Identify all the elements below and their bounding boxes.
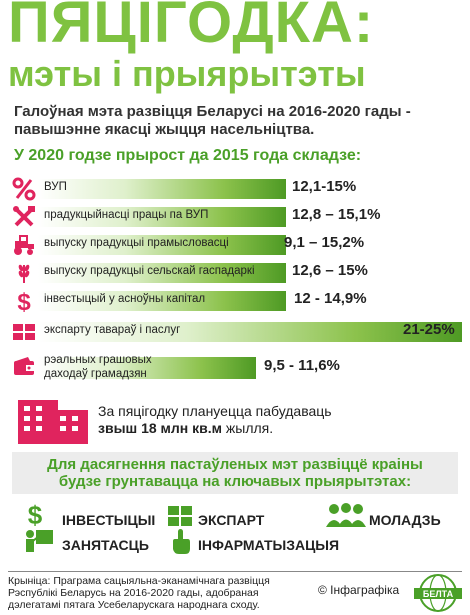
svg-text:$: $ (17, 289, 31, 313)
svg-text:$: $ (28, 501, 43, 527)
containers-icon (168, 506, 192, 526)
growth-value: 9,5 - 11,6% (264, 357, 340, 374)
growth-bar (38, 235, 286, 255)
hand-pointer-icon (173, 529, 190, 554)
priority-informatization: ІНФАРМАТЫЗАЦЫЯ (198, 537, 340, 553)
growth-bar (38, 357, 256, 379)
growth-row-gdp: ВУП 12,1-15% (12, 175, 462, 203)
growth-label-multiline: рэальных грашовых даходаў грамадзян (44, 354, 152, 380)
tools-icon (13, 206, 35, 227)
growth-label: выпуску прадукцыі прамысловасці (44, 237, 229, 249)
buildings-icon (18, 400, 88, 444)
growth-row-export: экспарту тавараў і паслуг 21-25% (12, 318, 462, 346)
growth-row-investment: $ інвестыцый у асноўны капітал 12 - 14,9… (12, 287, 462, 315)
growth-row-productivity: прадукцыйнасці працы па ВУП 12,8 – 15,1% (12, 203, 462, 231)
dollar-icon: $ (28, 501, 43, 527)
percent-icon (12, 177, 36, 201)
dollar-icon: $ (17, 289, 31, 313)
growth-bar (38, 207, 286, 227)
people-icon (326, 503, 366, 527)
growth-value: 12,1-15% (292, 178, 357, 195)
priorities-heading: Для дасягнення пастаўленых мэт развіццё … (47, 456, 423, 490)
housing-text: За пяцігодку плануецца пабудаваць звыш 1… (98, 403, 332, 436)
growth-row-industry: выпуску прадукцыі прамысловасці 9,1 – 15… (12, 231, 462, 259)
growth-bar (38, 322, 462, 342)
priority-export: ЭКСПАРТ (198, 512, 265, 528)
growth-bar (38, 291, 286, 311)
belta-logo (414, 574, 462, 612)
growth-bar (38, 179, 286, 199)
growth-value: 12,8 – 15,1% (292, 206, 381, 223)
infographic-credit: © Інфаграфіка (318, 583, 400, 597)
growth-label: ВУП (44, 181, 67, 193)
tractor-icon (14, 235, 34, 255)
growth-row-agriculture: выпуску прадукцыі сельскай гаспадаркі 12… (12, 259, 462, 287)
growth-label: прадукцыйнасці працы па ВУП (44, 209, 209, 221)
growth-heading: У 2020 годзе прырост да 2015 года складз… (14, 147, 362, 164)
main-goal-text: Галоўная мэта развіцця Беларусі на 2016-… (14, 103, 411, 138)
page-subtitle: мэты і прыярытэты (8, 53, 366, 94)
belta-logo-text: БЕЛТА (422, 589, 454, 599)
growth-value: 12,6 – 15% (292, 262, 368, 279)
presenter-icon (26, 530, 53, 552)
growth-bar (38, 263, 286, 283)
priorities-banner (12, 452, 458, 494)
page-title: ПЯЦІГОДКА: (8, 0, 375, 55)
footer-divider (8, 571, 462, 572)
wallet-icon (14, 357, 34, 375)
source-note: Крыніца: Праграма сацыяльна-эканамічнага… (8, 575, 270, 611)
priority-investments: ІНВЕСТЫЦЫІ (62, 512, 156, 528)
growth-label: выпуску прадукцыі сельскай гаспадаркі (44, 265, 255, 277)
growth-label: інвестыцый у асноўны капітал (44, 293, 206, 305)
containers-icon (13, 324, 35, 340)
wheat-icon (18, 264, 30, 283)
priority-youth: МОЛАДЗЬ (369, 512, 441, 528)
growth-value: 9,1 – 15,2% (284, 234, 365, 251)
growth-value: 12 - 14,9% (294, 290, 367, 307)
priority-employment: ЗАНЯТАСЦЬ (62, 537, 149, 553)
growth-row-income: рэальных грашовых даходаў грамадзян 9,5 … (12, 349, 462, 383)
growth-value: 21-25% (403, 321, 455, 338)
growth-label: экспарту тавараў і паслуг (44, 324, 181, 336)
